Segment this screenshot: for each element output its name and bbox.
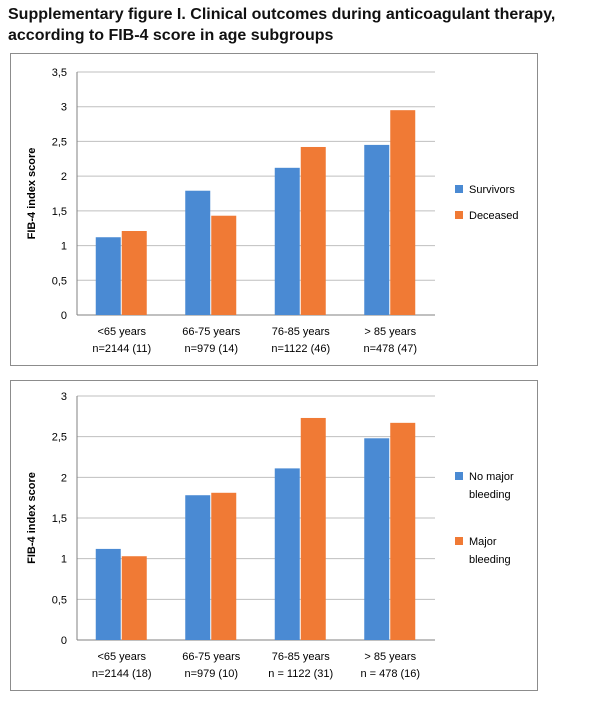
c1-bar-series1 <box>274 167 300 315</box>
chart-survival: 0 0,5 1 1,5 2 2,5 3 3,5 FIB-4 index score <65 yea… <box>10 53 538 366</box>
c2-legend-swatch <box>455 537 463 545</box>
c2-y-axis-label: FIB-4 index score <box>26 472 38 564</box>
c1-bar-series2 <box>121 230 147 315</box>
c2-legend-label: bleeding <box>469 489 511 501</box>
c2-category-label: n = 1122 (31) <box>268 668 333 680</box>
c1-ytick-label: 0 <box>61 310 67 322</box>
c2-bar-series1 <box>274 468 300 640</box>
c2-ytick-label: 3 <box>61 391 67 403</box>
c2-bar-series2 <box>390 422 416 640</box>
c1-ytick-label: 1 <box>61 241 67 253</box>
c1-ytick-label: 2,5 <box>52 136 67 148</box>
c2-bar-series2 <box>300 417 326 640</box>
c1-ytick-label: 0,5 <box>52 275 67 287</box>
c1-category-label: n=1122 (46) <box>271 343 330 355</box>
c1-category-label: 66-75 years <box>182 326 241 338</box>
c1-ytick-label: 3 <box>61 102 67 114</box>
chart-survival-svg: 0 0,5 1 1,5 2 2,5 3 3,5 FIB-4 index score <65 yea… <box>26 67 519 355</box>
c1-y-axis-label: FIB-4 index score <box>26 148 38 240</box>
c1-bar-series1 <box>364 144 390 315</box>
c2-bar-series2 <box>121 556 147 640</box>
c1-bar-series2 <box>390 110 416 315</box>
c2-category-label: n=979 (10) <box>184 668 238 680</box>
c1-legend-label: Deceased <box>469 210 519 222</box>
c1-bar-series2 <box>211 215 237 315</box>
c1-category-label: 76-85 years <box>272 326 331 338</box>
c2-ytick-label: 2 <box>61 472 67 484</box>
c2-category-label: n = 478 (16) <box>360 668 420 680</box>
c1-category-label: > 85 years <box>364 326 416 338</box>
c2-legend-label: bleeding <box>469 554 511 566</box>
c1-ytick-label: 2 <box>61 171 67 183</box>
c2-category-label: <65 years <box>97 651 146 663</box>
c1-ytick-label: 1,5 <box>52 206 67 218</box>
c2-category-label: 66-75 years <box>182 651 241 663</box>
chart-bleeding: 0 0,5 1 1,5 2 2,5 3 FIB-4 index score <65 years n… <box>10 380 538 691</box>
c1-category-label: <65 years <box>97 326 146 338</box>
c2-ytick-label: 0 <box>61 635 67 647</box>
c2-category-label: 76-85 years <box>272 651 331 663</box>
c1-category-label: n=478 (47) <box>363 343 417 355</box>
c2-legend-label: Major <box>469 536 497 548</box>
c2-ytick-label: 2,5 <box>52 432 67 444</box>
figure-title-line-2: according to FIB-4 score in age subgroup… <box>8 27 334 44</box>
c1-bar-series1 <box>185 190 211 315</box>
c2-category-label: > 85 years <box>364 651 416 663</box>
c1-legend-swatch <box>455 211 463 219</box>
figure-title-line-1: Supplementary figure I. Clinical outcome… <box>8 6 556 23</box>
c1-legend-label: Survivors <box>469 184 515 196</box>
c1-bar-series1 <box>95 237 121 315</box>
c2-bar-series1 <box>185 495 211 640</box>
c2-legend-swatch <box>455 472 463 480</box>
c2-legend-label: No major <box>469 471 514 483</box>
c2-bar-series1 <box>95 548 121 640</box>
c1-category-label: n=2144 (11) <box>92 343 151 355</box>
c2-bar-series2 <box>211 492 237 640</box>
c2-ytick-label: 1,5 <box>52 513 67 525</box>
c1-ytick-label: 3,5 <box>52 67 67 79</box>
c1-category-label: n=979 (14) <box>184 343 238 355</box>
c2-ytick-label: 1 <box>61 554 67 566</box>
chart-bleeding-svg: 0 0,5 1 1,5 2 2,5 3 FIB-4 index score <65 years n… <box>26 391 514 680</box>
figure-title: Supplementary figure I. Clinical outcome… <box>8 4 586 46</box>
c2-category-label: n=2144 (18) <box>92 668 152 680</box>
c1-legend-swatch <box>455 185 463 193</box>
c1-bar-series2 <box>300 146 326 315</box>
c2-bar-series1 <box>364 438 390 640</box>
c2-ytick-label: 0,5 <box>52 594 67 606</box>
